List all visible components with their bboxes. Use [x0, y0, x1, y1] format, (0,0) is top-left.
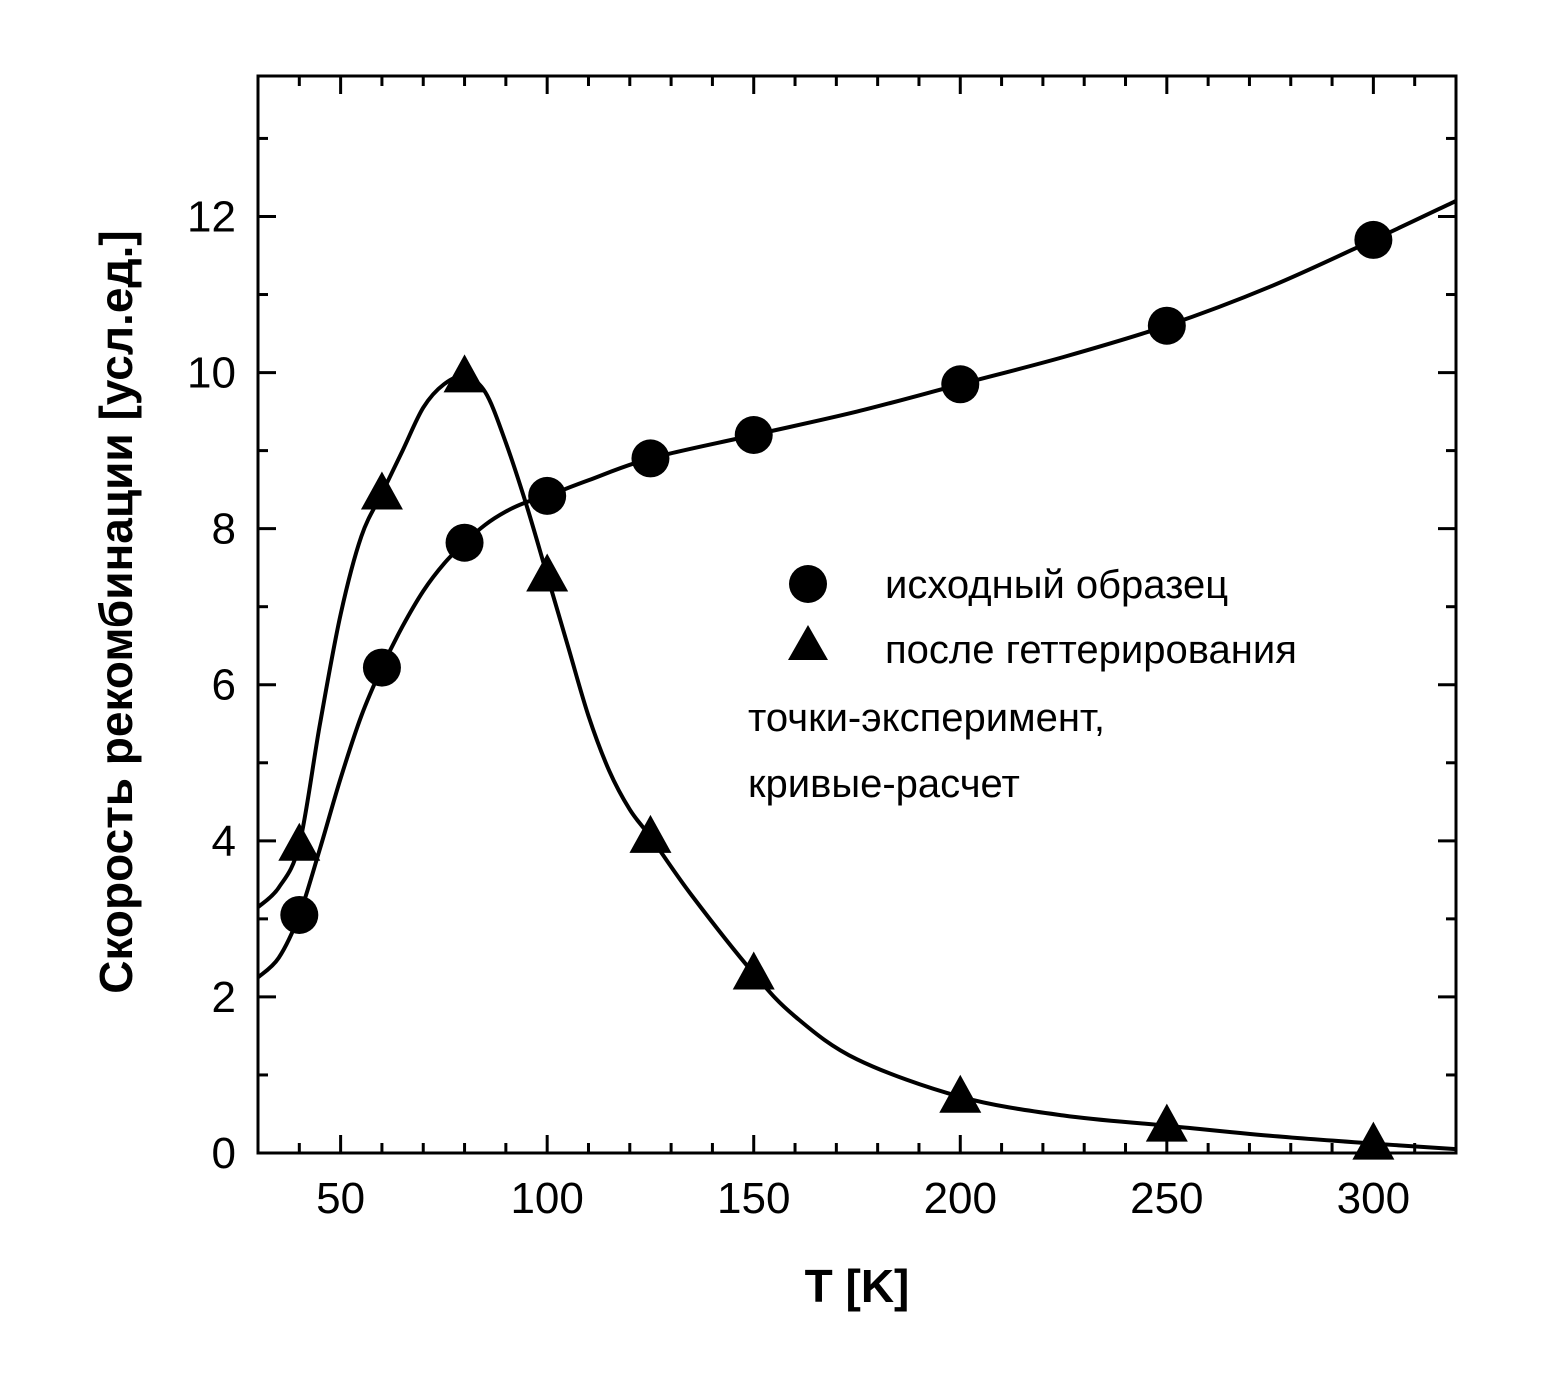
y-axis-label: Скорость рекомбинации [усл.ед.] [90, 230, 142, 993]
triangle-marker [360, 471, 403, 510]
axis-tick-labels: 50 100 150 200 250 300 0 2 4 6 8 10 12 [187, 192, 1410, 1223]
legend: исходный образец после геттерирования [788, 563, 1297, 672]
legend-label-initial: исходный образец [885, 563, 1228, 607]
x-tick-label: 250 [1130, 1174, 1203, 1223]
triangle-marker [939, 1074, 982, 1113]
circle-marker [362, 648, 401, 687]
x-tick-label: 50 [316, 1174, 365, 1223]
x-tick-label: 200 [924, 1174, 997, 1223]
annotation-points: точки-эксперимент, [748, 696, 1105, 740]
legend-label-gettering: после геттерирования [885, 628, 1297, 672]
legend-triangle-marker [788, 625, 828, 660]
circle-marker [280, 895, 319, 934]
y-tick-label: 2 [212, 973, 236, 1022]
y-tick-label: 0 [212, 1129, 236, 1178]
triangle-marker [1352, 1121, 1395, 1160]
x-axis-label: T [K] [805, 1260, 910, 1312]
plot-frame [256, 74, 1458, 1155]
x-tick-label: 300 [1337, 1174, 1410, 1223]
circle-marker [1147, 306, 1186, 345]
y-tick-label: 10 [187, 349, 236, 398]
circle-marker [631, 439, 670, 478]
legend-circle-marker [789, 565, 827, 603]
triangle-marker [278, 822, 321, 861]
circle-marker [941, 365, 980, 404]
circle-marker [445, 523, 484, 562]
y-tick-label: 12 [187, 192, 236, 241]
x-tick-label: 150 [717, 1174, 790, 1223]
curve-series-1 [256, 374, 1457, 1152]
fit-curves [256, 199, 1457, 1152]
axis-ticks [258, 76, 1458, 1153]
triangle-marker [1145, 1103, 1188, 1142]
y-tick-label: 8 [212, 505, 236, 554]
x-tick-label: 100 [510, 1174, 583, 1223]
circle-marker [528, 476, 567, 515]
curve-series-0 [256, 199, 1457, 979]
triangle-marker [526, 553, 569, 592]
triangle-marker [443, 354, 486, 393]
triangle-marker [629, 814, 672, 853]
y-tick-label: 4 [212, 817, 236, 866]
triangle-marker [732, 951, 775, 990]
circle-marker [734, 416, 773, 454]
circle-marker [1354, 220, 1393, 259]
annotation-curves: кривые-расчет [748, 762, 1020, 806]
y-tick-label: 6 [212, 661, 236, 710]
data-markers [278, 220, 1395, 1160]
